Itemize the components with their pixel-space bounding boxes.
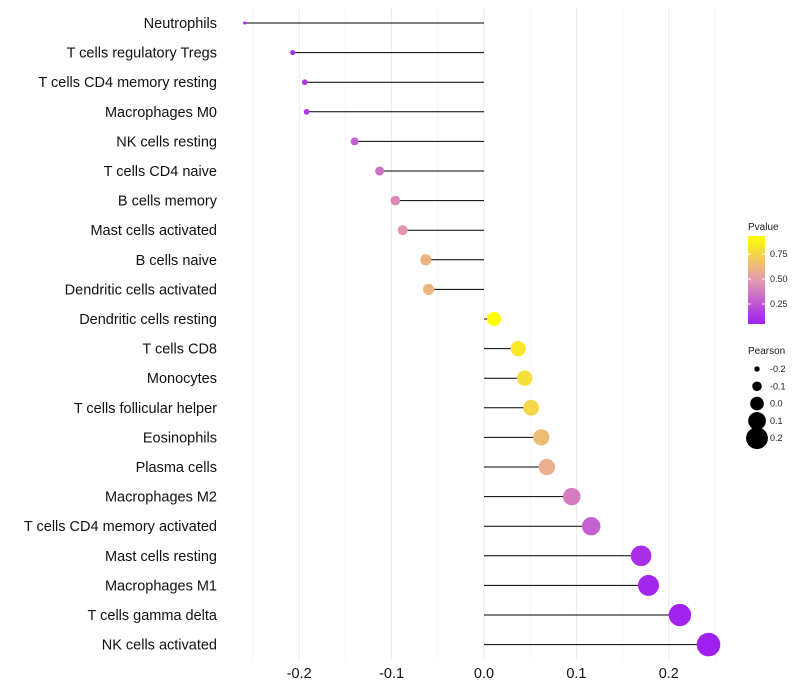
point — [487, 311, 502, 327]
y-tick-label: NK cells activated — [102, 638, 217, 654]
size-key-label: 0.2 — [770, 433, 783, 443]
point — [375, 166, 385, 176]
pvalue-legend-title: Pvalue — [748, 222, 779, 233]
x-tick-label: 0.1 — [566, 666, 586, 682]
point — [303, 108, 310, 115]
x-tick-label: -0.2 — [287, 666, 312, 682]
y-tick-label: Macrophages M2 — [105, 490, 217, 506]
y-tick-label: Monocytes — [147, 371, 217, 387]
point — [420, 254, 432, 266]
point — [516, 370, 533, 386]
y-tick-label: Plasma cells — [136, 460, 217, 476]
x-tick-label: -0.1 — [379, 666, 404, 682]
y-tick-label: T cells CD4 memory resting — [38, 75, 217, 91]
point — [350, 137, 359, 146]
y-tick-label: T cells follicular helper — [74, 401, 217, 417]
y-tick-label: Macrophages M0 — [105, 105, 217, 121]
point — [390, 195, 401, 206]
pearson-legend-title: Pearson — [748, 346, 785, 357]
point — [533, 429, 550, 446]
grid-lines — [252, 8, 716, 660]
point — [243, 21, 247, 25]
colorbar-label: 0.25 — [770, 299, 788, 309]
point — [581, 516, 601, 536]
y-tick-label: T cells CD4 memory activated — [24, 519, 217, 535]
y-axis-labels: Neutrophils T cells regulatory Tregs T cel… — [24, 16, 218, 654]
points — [243, 21, 721, 657]
y-tick-label: Dendritic cells activated — [65, 282, 217, 298]
y-tick-label: B cells naive — [136, 253, 217, 269]
point — [290, 50, 296, 56]
size-key — [752, 381, 762, 392]
pvalue-legend: Pvalue 0.75 0.50 0.25 — [748, 222, 788, 324]
point — [630, 545, 652, 567]
size-key — [750, 396, 764, 411]
colorbar-label: 0.75 — [770, 249, 788, 259]
point — [301, 79, 308, 86]
size-key — [746, 427, 768, 450]
pearson-legend: Pearson -0.2 -0.1 0.0 0.1 0.2 — [746, 346, 786, 450]
y-tick-label: Neutrophils — [144, 16, 217, 32]
size-key — [748, 412, 766, 430]
y-tick-label: T cells CD4 naive — [104, 164, 217, 180]
size-key-label: -0.1 — [770, 381, 786, 391]
x-tick-label: 0.2 — [659, 666, 679, 682]
y-tick-label: Macrophages M1 — [105, 578, 217, 594]
size-key-label: -0.2 — [770, 364, 786, 374]
point — [422, 283, 435, 295]
y-tick-label: T cells CD8 — [142, 342, 217, 358]
pvalue-colorbar — [748, 236, 765, 324]
y-tick-label: Mast cells activated — [90, 223, 217, 239]
x-tick-label: 0.0 — [474, 666, 494, 682]
y-tick-label: Mast cells resting — [105, 549, 217, 565]
x-axis-labels: -0.2 -0.1 0.0 0.1 0.2 — [287, 666, 679, 682]
point — [538, 458, 556, 476]
y-tick-label: B cells memory — [118, 194, 218, 210]
y-tick-label: T cells gamma delta — [88, 608, 218, 624]
point — [563, 487, 581, 506]
y-tick-label: Dendritic cells resting — [79, 312, 217, 328]
size-key — [754, 366, 760, 372]
point — [637, 574, 659, 596]
point — [696, 632, 721, 657]
point — [510, 341, 526, 357]
point — [397, 225, 408, 236]
colorbar-label: 0.50 — [770, 274, 788, 284]
y-tick-label: NK cells resting — [116, 134, 217, 150]
y-tick-label: T cells regulatory Tregs — [67, 46, 217, 62]
y-tick-label: Eosinophils — [143, 430, 217, 446]
size-key-label: 0.0 — [770, 399, 783, 409]
point — [668, 603, 692, 627]
point — [523, 399, 540, 416]
size-key-label: 0.1 — [770, 416, 783, 426]
